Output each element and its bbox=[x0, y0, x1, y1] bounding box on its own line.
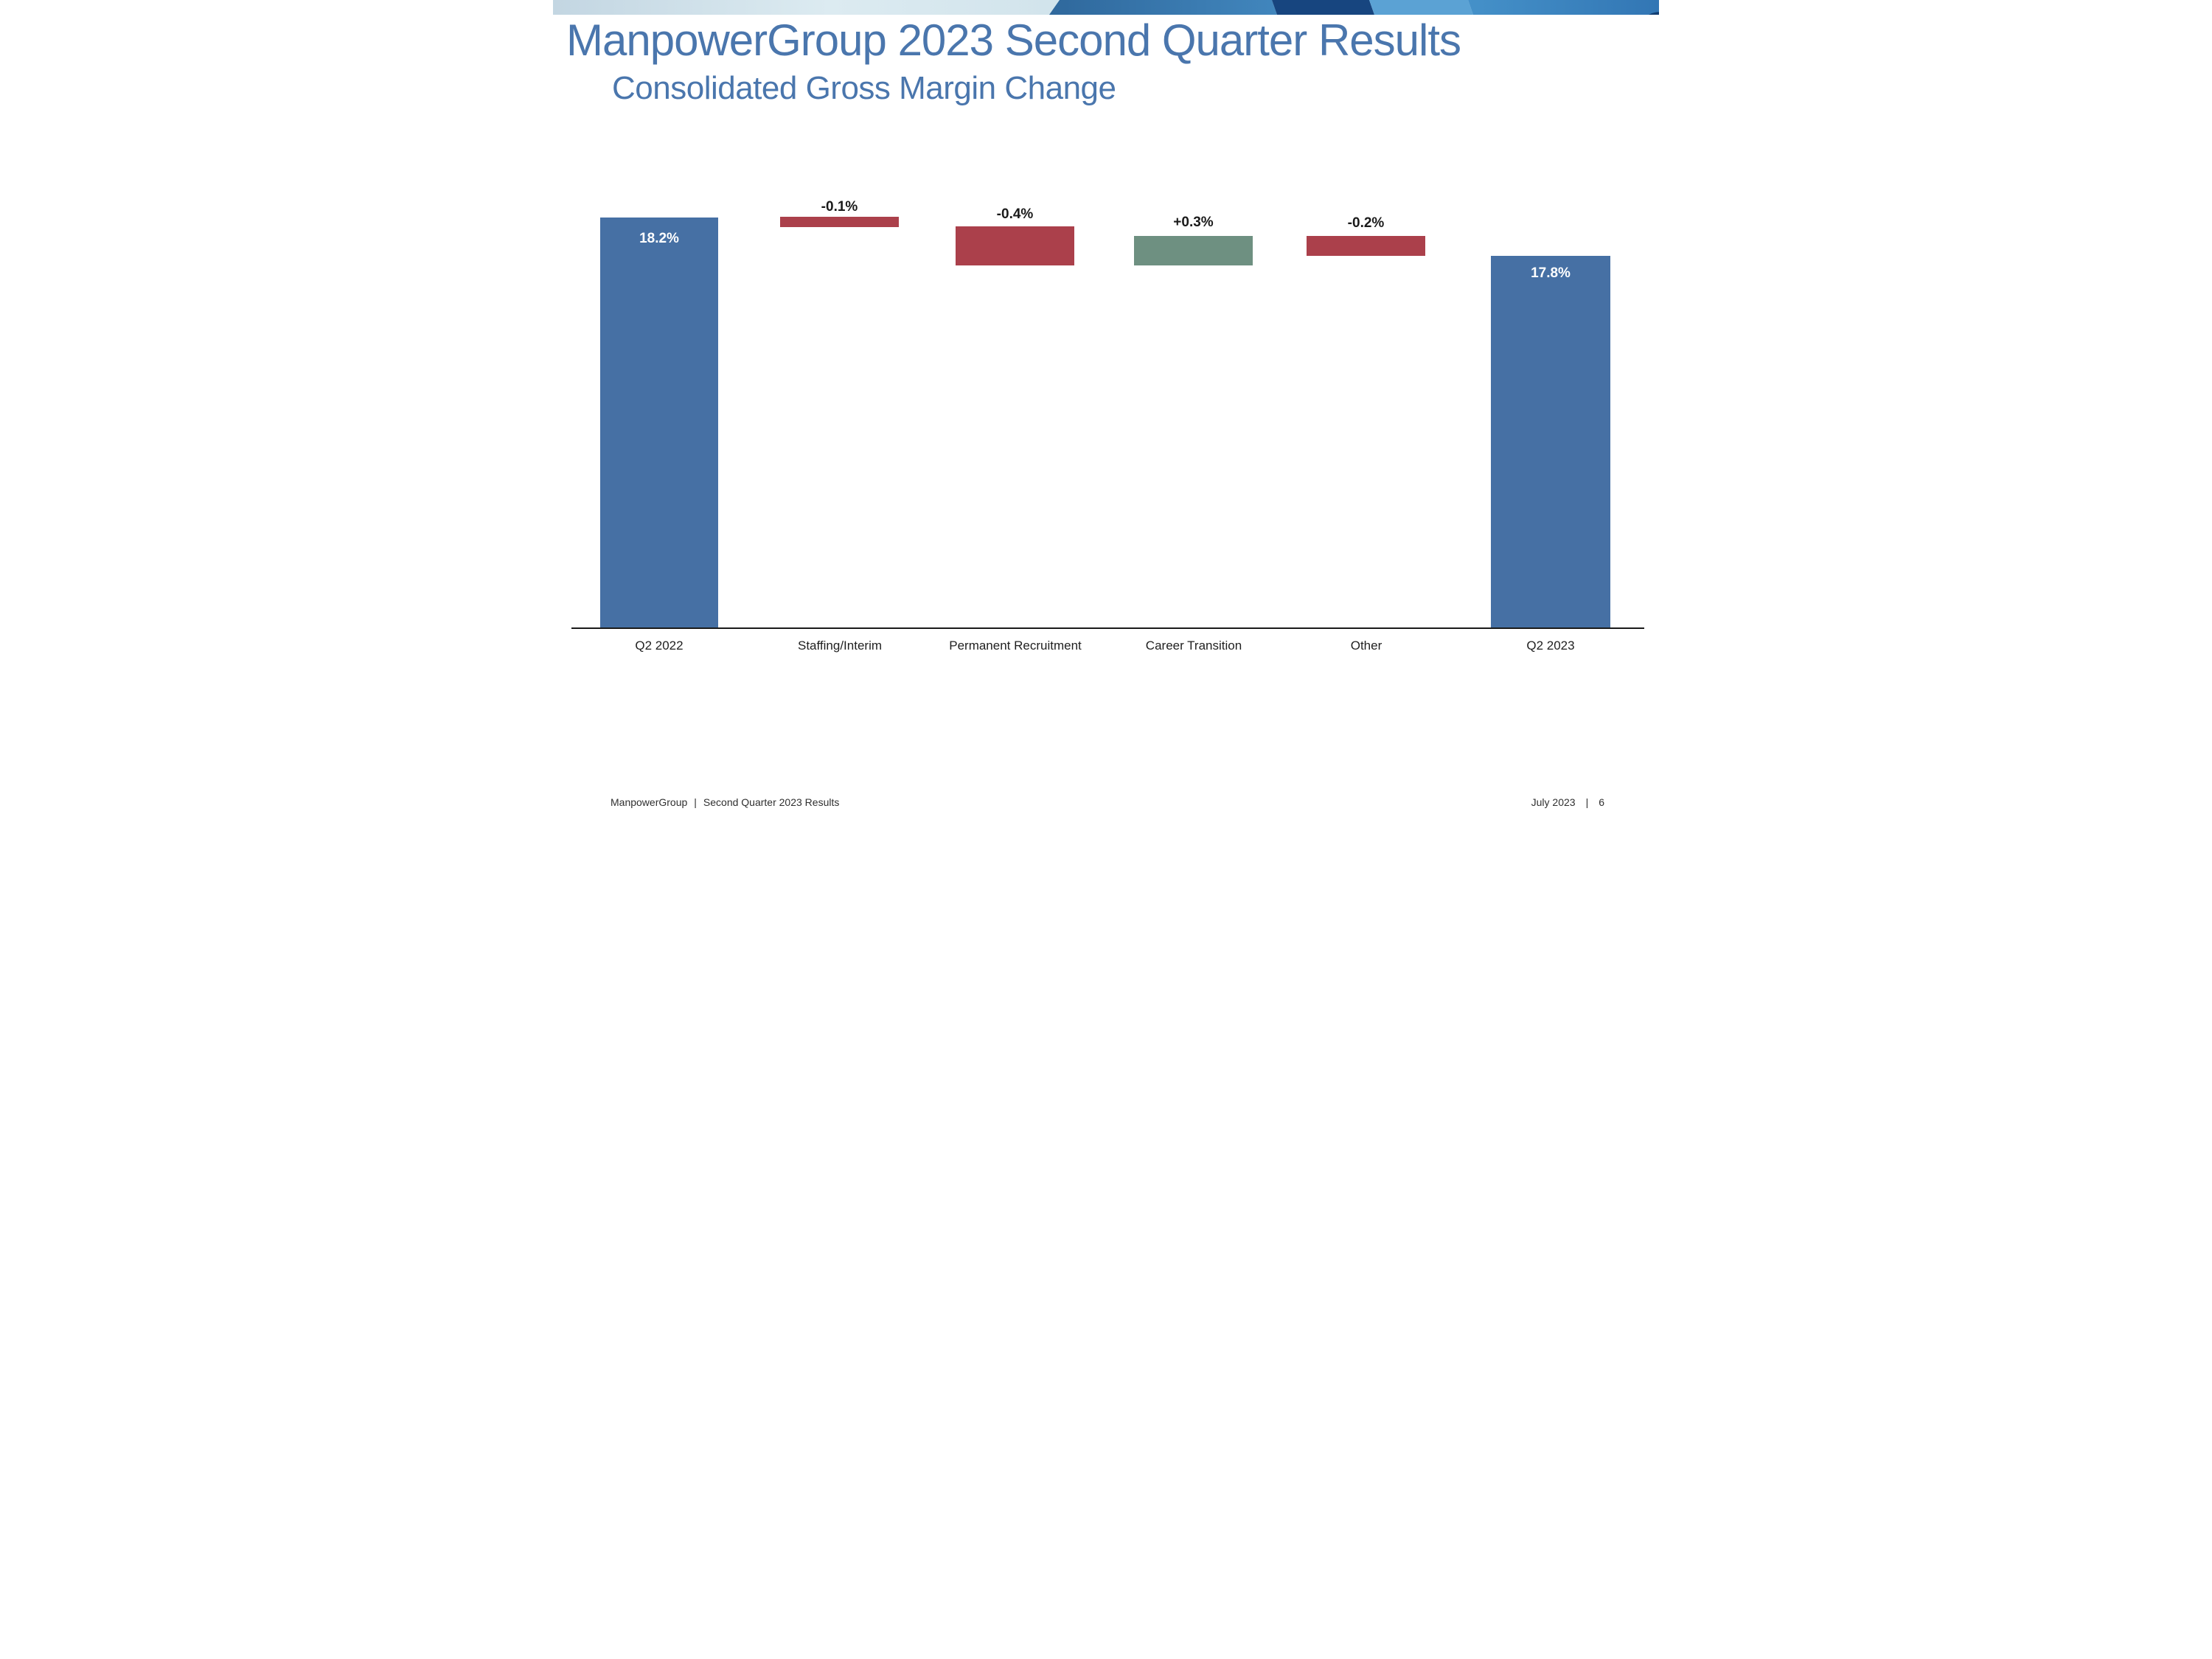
category-label-q2-2023: Q2 2023 bbox=[1526, 639, 1575, 653]
footer-page-number: 6 bbox=[1599, 796, 1604, 808]
value-label-q2-2023: 17.8% bbox=[1531, 265, 1571, 281]
bar-other-decrease bbox=[1307, 236, 1425, 256]
slide-title: ManpowerGroup 2023 Second Quarter Result… bbox=[566, 15, 1461, 65]
category-label-q2-2022: Q2 2022 bbox=[635, 639, 684, 653]
value-label-staffing-interim: -0.1% bbox=[821, 199, 858, 215]
footer-date: July 2023 bbox=[1531, 796, 1576, 808]
bar-permanent-recruitment-decrease bbox=[956, 226, 1074, 265]
banner-corner-curve bbox=[1649, 12, 1659, 15]
bar-career-transition-increase bbox=[1134, 236, 1253, 265]
header-banner-graphic bbox=[553, 0, 1659, 15]
value-label-other: -0.2% bbox=[1347, 215, 1385, 231]
footer-separator-right: | bbox=[1585, 796, 1589, 808]
slide-footer: ManpowerGroup | Second Quarter 2023 Result… bbox=[553, 796, 1659, 814]
category-label-career-transition: Career Transition bbox=[1145, 639, 1242, 653]
footer-deck-name: Second Quarter 2023 Results bbox=[703, 796, 840, 808]
gross-margin-waterfall-chart: 18.2% -0.1% -0.4% +0.3% -0.2% 17.8% Q2 2… bbox=[553, 0, 1659, 830]
value-label-career-transition: +0.3% bbox=[1173, 215, 1214, 230]
footer-left: ManpowerGroup | Second Quarter 2023 Result… bbox=[611, 796, 839, 808]
bar-staffing-interim-decrease bbox=[780, 217, 899, 227]
banner-navy-shape bbox=[1272, 0, 1374, 15]
category-label-staffing-interim: Staffing/Interim bbox=[797, 639, 883, 653]
x-axis-line bbox=[571, 627, 1644, 629]
value-label-q2-2022: 18.2% bbox=[639, 231, 679, 246]
footer-brand: ManpowerGroup bbox=[611, 796, 688, 808]
banner-medium-shape bbox=[1468, 0, 1659, 15]
banner-midblue-shape bbox=[1049, 0, 1277, 15]
footer-right: July 2023 | 6 bbox=[1531, 796, 1604, 808]
presentation-slide: ManpowerGroup 2023 Second Quarter Result… bbox=[553, 0, 1659, 830]
value-label-permanent-recruitment: -0.4% bbox=[996, 206, 1034, 222]
bar-q2-2023-total bbox=[1491, 256, 1610, 628]
category-label-permanent-recruitment: Permanent Recruitment bbox=[949, 639, 1082, 653]
category-label-other: Other bbox=[1350, 639, 1382, 653]
banner-sky-shape bbox=[1369, 0, 1473, 15]
bar-q2-2022-total bbox=[600, 218, 718, 628]
footer-separator-left: | bbox=[694, 796, 697, 808]
slide-subtitle: Consolidated Gross Margin Change bbox=[612, 70, 1116, 106]
